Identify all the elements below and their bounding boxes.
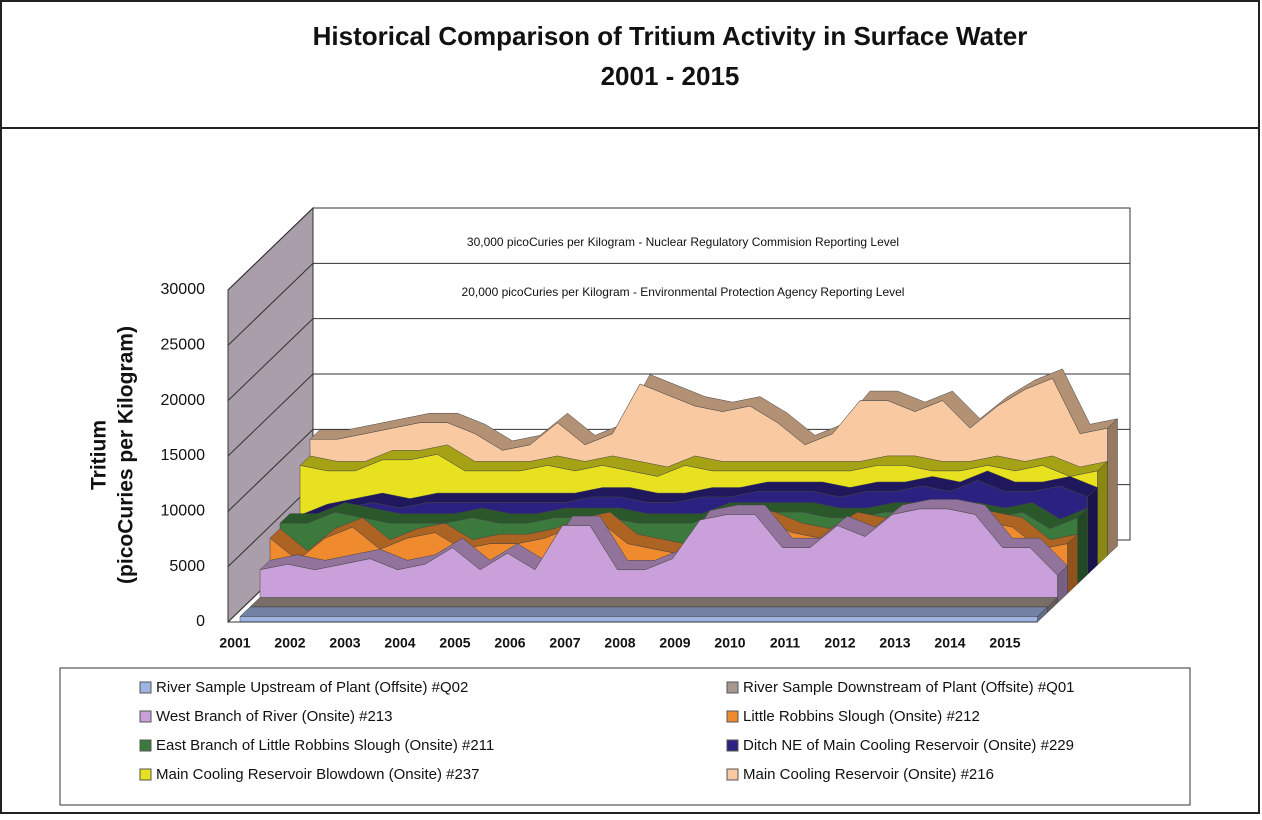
x-tick-label: 2007 bbox=[549, 635, 580, 651]
area-side bbox=[1097, 460, 1108, 566]
area-top bbox=[249, 597, 1059, 608]
y-tick-label: 15000 bbox=[161, 447, 206, 464]
legend-label: West Branch of River (Onsite) #213 bbox=[156, 708, 392, 725]
area-top bbox=[239, 606, 1049, 617]
legend-swatch bbox=[726, 710, 739, 723]
grid-line bbox=[227, 262, 314, 346]
y-tick-label: 10000 bbox=[161, 503, 206, 520]
x-tick-label: 2008 bbox=[604, 635, 635, 651]
x-tick-label: 2002 bbox=[274, 635, 305, 651]
legend-label: Main Cooling Reservoir (Onsite) #216 bbox=[743, 766, 994, 783]
legend-swatch bbox=[139, 768, 152, 781]
x-tick-label: 2009 bbox=[659, 635, 690, 651]
area bbox=[259, 508, 1058, 604]
area bbox=[239, 616, 1038, 623]
x-tick-label: 2003 bbox=[329, 635, 360, 651]
y-tick-label: 20000 bbox=[161, 392, 206, 409]
x-tick-label: 2015 bbox=[989, 635, 1020, 651]
area-side bbox=[1107, 418, 1118, 557]
x-tick-label: 2011 bbox=[770, 635, 801, 651]
legend-swatch bbox=[139, 710, 152, 723]
legend-label: Ditch NE of Main Cooling Reservoir (Onsi… bbox=[743, 737, 1074, 754]
legend-label: River Sample Upstream of Plant (Offsite)… bbox=[156, 679, 468, 696]
y-tick-label: 5000 bbox=[169, 558, 205, 575]
x-tick-label: 2006 bbox=[494, 635, 525, 651]
grid-line bbox=[227, 428, 314, 512]
legend-label: River Sample Downstream of Plant (Offsit… bbox=[743, 679, 1075, 696]
grid-line bbox=[227, 207, 314, 291]
annotation: 30,000 picoCuries per Kilogram - Nuclear… bbox=[467, 235, 899, 249]
y-axis-label: Tritium bbox=[88, 420, 111, 490]
grid-line bbox=[227, 484, 314, 568]
y-axis-label: (picoCuries per Kilogram) bbox=[115, 326, 138, 584]
chart-subtitle: 2001 - 2015 bbox=[601, 61, 740, 91]
legend-swatch bbox=[139, 739, 152, 752]
x-tick-label: 2013 bbox=[879, 635, 910, 651]
area-side bbox=[1087, 486, 1098, 576]
legend-label: East Branch of Little Robbins Slough (On… bbox=[156, 737, 494, 754]
y-tick-label: 30000 bbox=[161, 281, 206, 298]
legend bbox=[59, 667, 1191, 806]
grid-line bbox=[227, 318, 314, 402]
x-tick-label: 2014 bbox=[934, 635, 965, 651]
legend-label: Little Robbins Slough (Onsite) #212 bbox=[743, 708, 980, 725]
annotation: 20,000 picoCuries per Kilogram - Environ… bbox=[462, 285, 905, 299]
legend-swatch bbox=[139, 681, 152, 694]
x-tick-label: 2005 bbox=[439, 635, 470, 651]
legend-swatch bbox=[726, 768, 739, 781]
x-tick-label: 2010 bbox=[714, 635, 745, 651]
x-tick-label: 2004 bbox=[384, 635, 415, 651]
legend-swatch bbox=[726, 739, 739, 752]
legend-label: Main Cooling Reservoir Blowdown (Onsite)… bbox=[156, 766, 479, 783]
legend-swatch bbox=[726, 681, 739, 694]
y-tick-label: 25000 bbox=[161, 337, 206, 354]
x-tick-label: 2012 bbox=[824, 635, 855, 651]
x-tick-label: 2001 bbox=[219, 635, 250, 651]
area-side bbox=[1067, 533, 1078, 595]
area-side bbox=[1077, 507, 1088, 585]
grid-line bbox=[227, 373, 314, 457]
chart-title: Historical Comparison of Tritium Activit… bbox=[313, 21, 1028, 51]
y-tick-label: 0 bbox=[196, 613, 205, 630]
